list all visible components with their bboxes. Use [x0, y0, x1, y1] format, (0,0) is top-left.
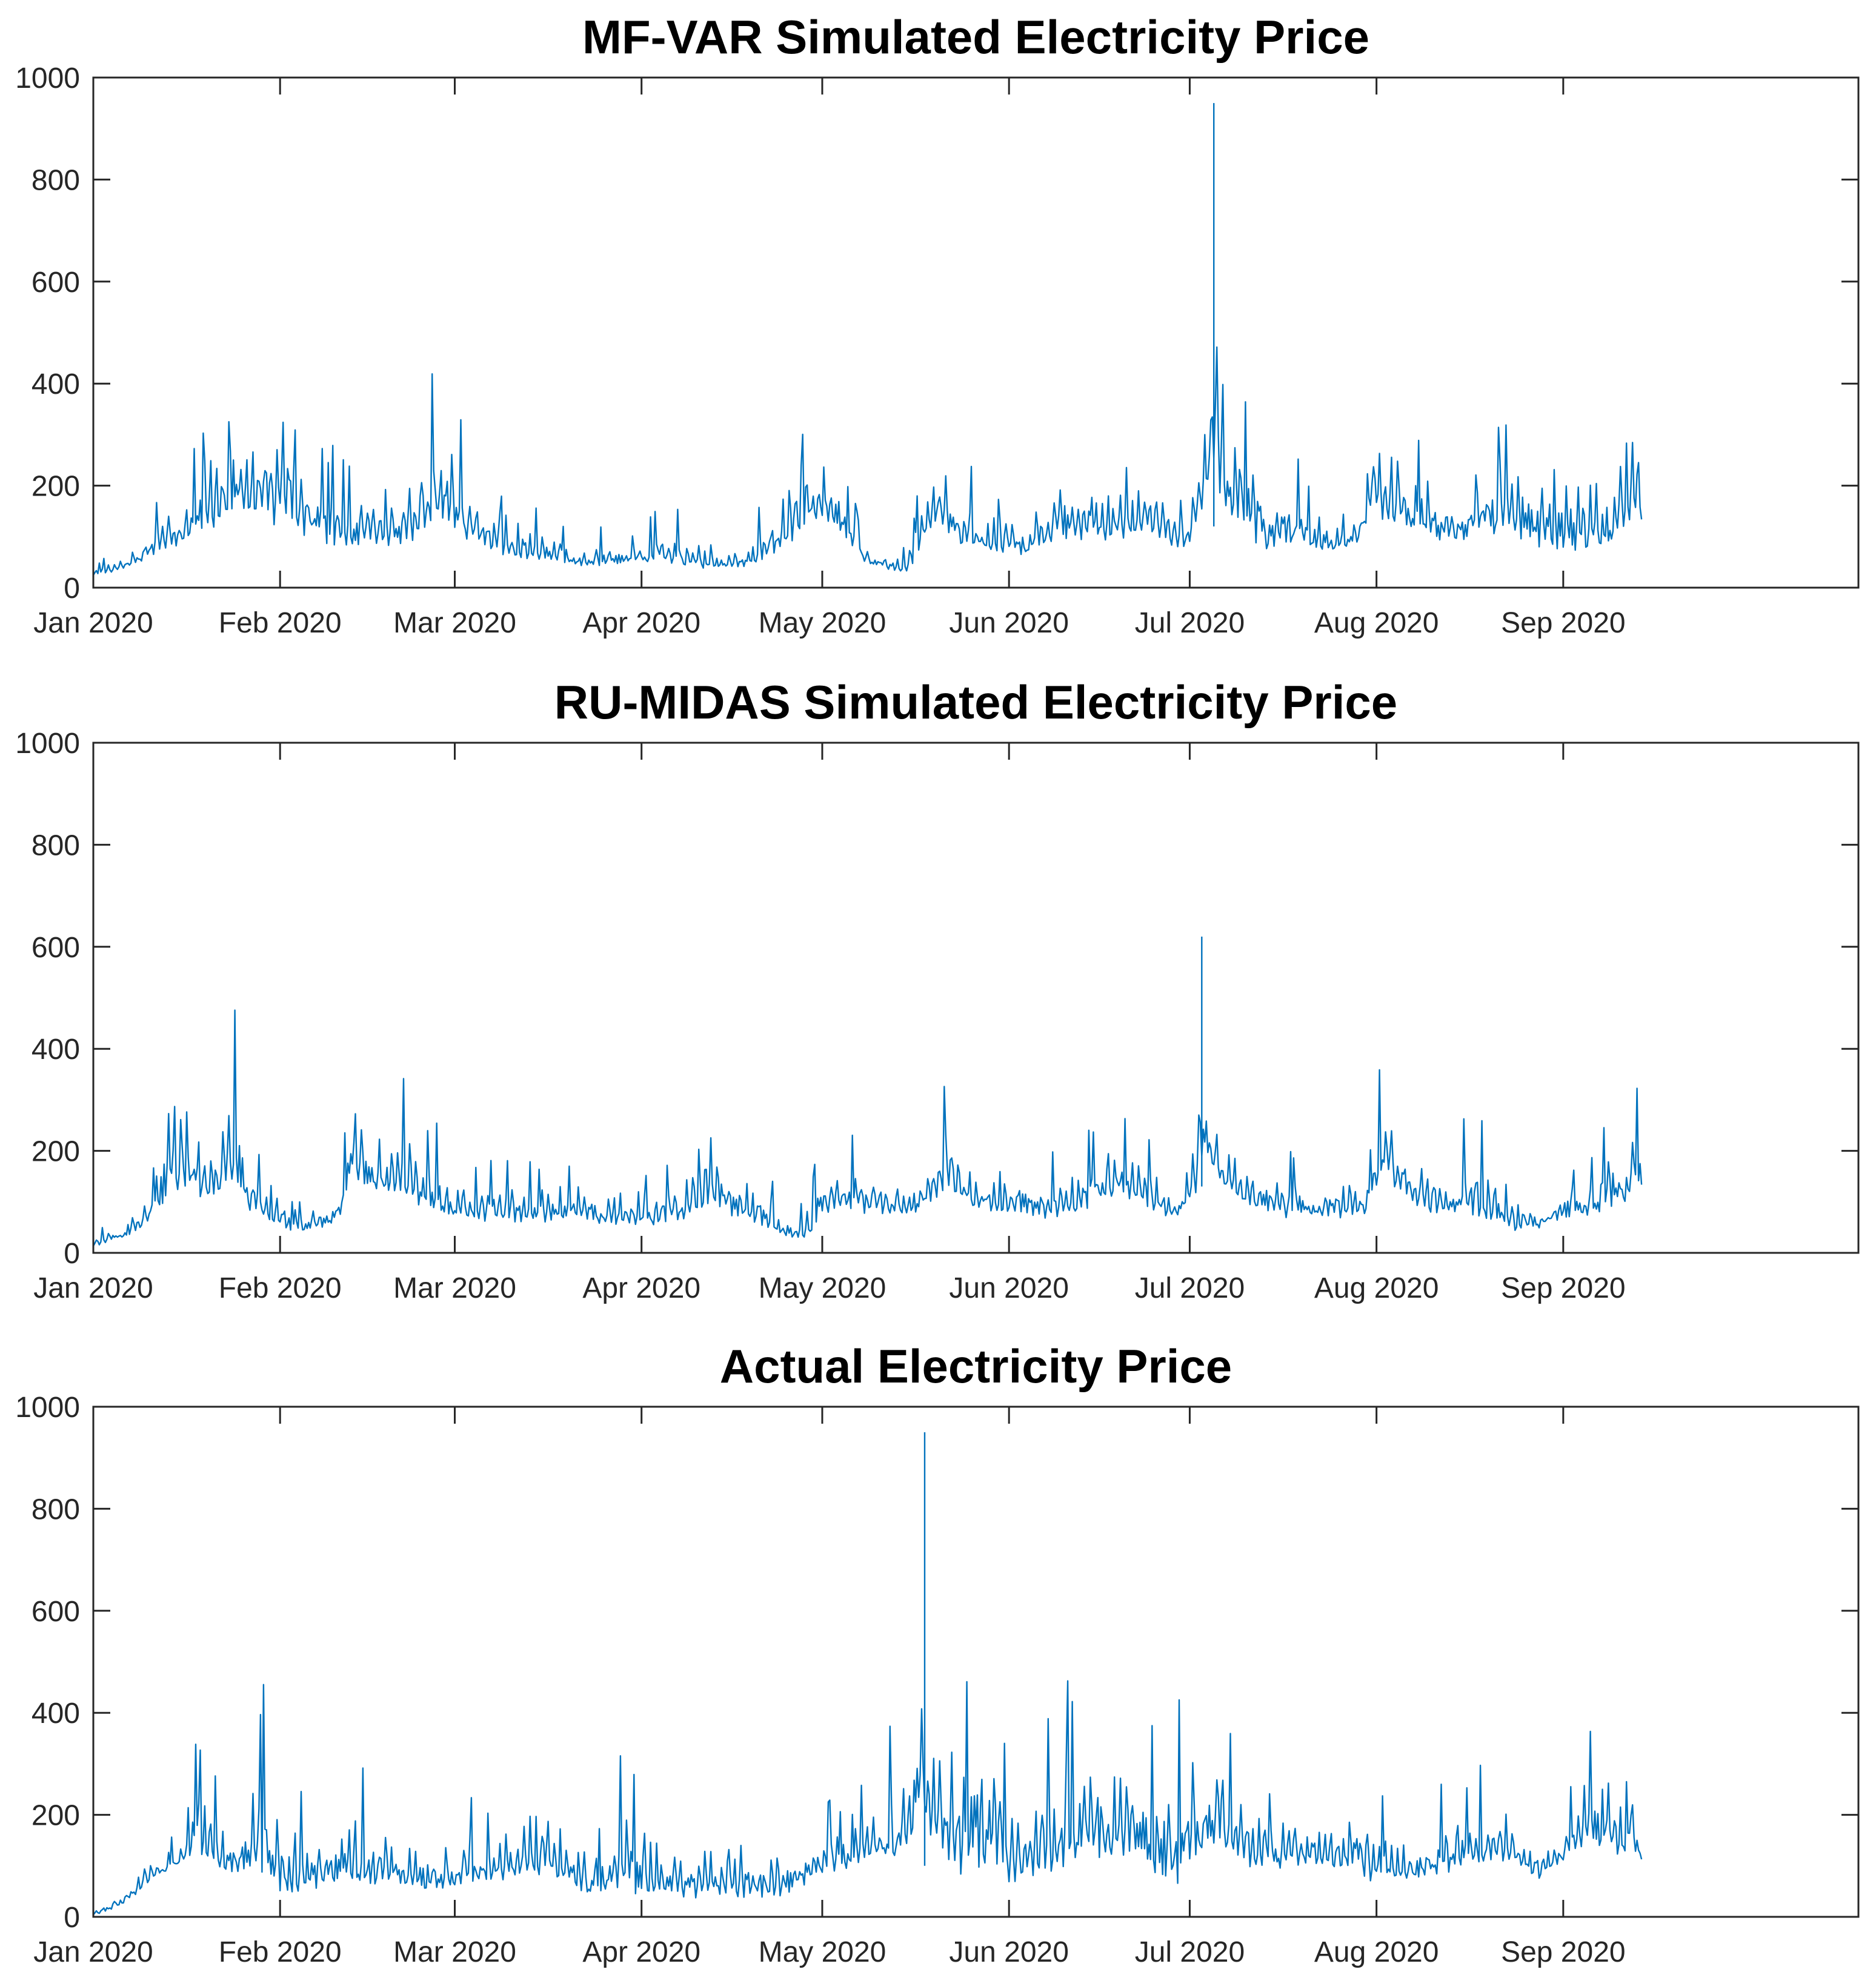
chart-title: Actual Electricity Price: [720, 1339, 1232, 1393]
price-series-line: [92, 103, 1643, 576]
x-tick-label: Jul 2020: [1135, 1272, 1245, 1304]
x-tick-label: May 2020: [759, 607, 886, 639]
x-tick-label: Feb 2020: [219, 1272, 342, 1304]
x-tick-label: Jan 2020: [33, 1272, 153, 1304]
x-tick-label: Feb 2020: [219, 607, 342, 639]
y-tick-label: 800: [32, 829, 80, 861]
x-tick-label: Jan 2020: [33, 1936, 153, 1968]
chart-title: MF-VAR Simulated Electricity Price: [582, 10, 1369, 64]
axes-box: [92, 76, 1860, 589]
y-tick-label: 800: [32, 164, 80, 196]
x-tick-label: Mar 2020: [393, 607, 516, 639]
chart-panel-1: MF-VAR Simulated Electricity Price 0 200 40…: [15, 10, 1860, 639]
chart-panel-3: Actual Electricity Price 0 200 400 600 800 100…: [15, 1339, 1860, 1968]
y-tick-label: 0: [64, 573, 80, 605]
x-tick-label: May 2020: [759, 1272, 886, 1304]
x-tick-label: Feb 2020: [219, 1936, 342, 1968]
x-tick-label: Sep 2020: [1501, 1272, 1626, 1304]
axes-box: [92, 1406, 1860, 1918]
y-tick-label: 800: [32, 1493, 80, 1525]
x-tick-label: Apr 2020: [582, 607, 700, 639]
x-tick-label: Jun 2020: [949, 1936, 1069, 1968]
x-tick-label: Sep 2020: [1501, 607, 1626, 639]
x-tick-label: May 2020: [759, 1936, 886, 1968]
y-tick-label: 0: [64, 1902, 80, 1934]
x-tick-label: Jun 2020: [949, 1272, 1069, 1304]
x-tick-label: Aug 2020: [1314, 607, 1439, 639]
chart-title: RU-MIDAS Simulated Electricity Price: [554, 675, 1397, 729]
x-tick-label: Aug 2020: [1314, 1936, 1439, 1968]
x-tick-label: Apr 2020: [582, 1936, 700, 1968]
y-tick-label: 1000: [15, 1392, 80, 1424]
y-tick-label: 200: [32, 1800, 80, 1832]
y-tick-label: 1000: [15, 728, 80, 760]
y-tick-label: 600: [32, 267, 80, 299]
y-tick-label: 200: [32, 471, 80, 503]
x-tick-label: Jul 2020: [1135, 607, 1245, 639]
x-tick-label: Mar 2020: [393, 1272, 516, 1304]
x-tick-label: Mar 2020: [393, 1936, 516, 1968]
x-tick-label: Jun 2020: [949, 607, 1069, 639]
x-tick-label: Aug 2020: [1314, 1272, 1439, 1304]
chart-panel-2: RU-MIDAS Simulated Electricity Price 0 200…: [15, 675, 1860, 1304]
y-tick-label: 600: [32, 932, 80, 964]
x-tick-label: Jan 2020: [33, 607, 153, 639]
x-tick-label: Jul 2020: [1135, 1936, 1245, 1968]
y-tick-label: 400: [32, 1034, 80, 1066]
y-tick-label: 600: [32, 1596, 80, 1628]
y-tick-label: 400: [32, 1698, 80, 1730]
price-series-line: [93, 1432, 1643, 1916]
y-tick-label: 400: [32, 368, 80, 400]
y-tick-label: 0: [64, 1238, 80, 1270]
x-tick-label: Apr 2020: [582, 1272, 700, 1304]
axes-box: [92, 742, 1860, 1254]
price-series-line: [92, 937, 1643, 1247]
x-tick-label: Sep 2020: [1501, 1936, 1626, 1968]
y-tick-label: 200: [32, 1136, 80, 1168]
y-tick-label: 1000: [15, 62, 80, 95]
